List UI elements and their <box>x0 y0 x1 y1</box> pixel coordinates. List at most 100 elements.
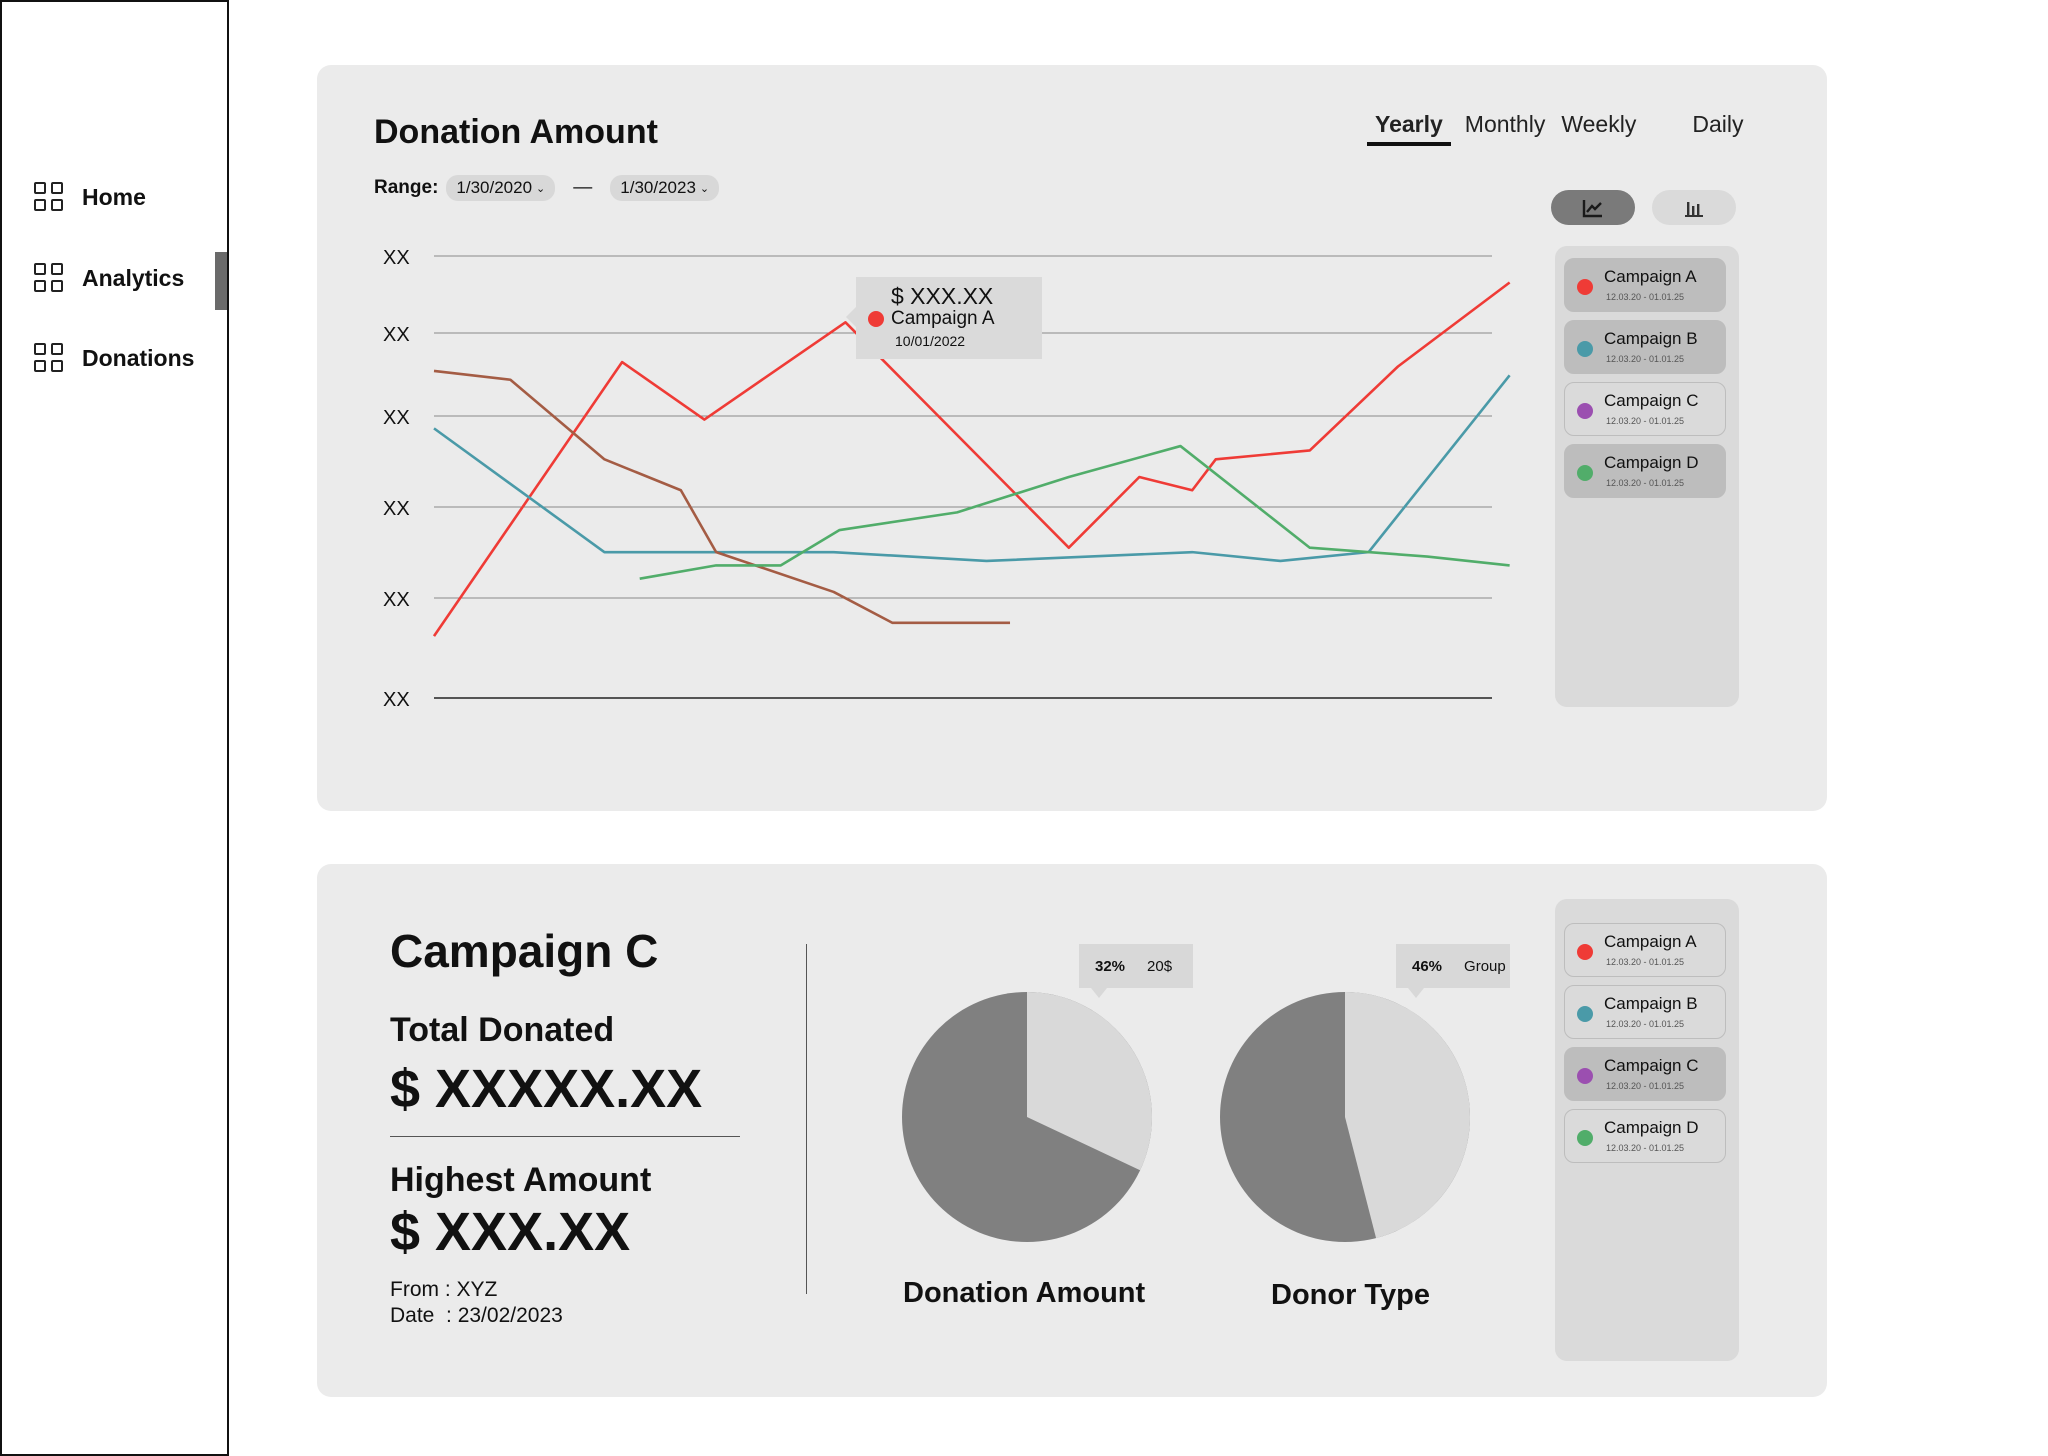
legend-item-dates: 12.03.20 - 01.01.25 <box>1606 1019 1685 1029</box>
campaign-color-dot <box>1577 341 1593 357</box>
tooltip-date: 10/01/2022 <box>895 333 966 349</box>
tab-weekly[interactable]: Weekly <box>1561 111 1637 137</box>
pie-tooltip-text: Group <box>1464 957 1506 975</box>
range-label: Range: <box>374 177 439 198</box>
campaign-color-dot <box>1577 1006 1593 1022</box>
total-donated-value: $ XXXXX.XX <box>390 1059 703 1119</box>
line-chart-icon <box>1582 199 1602 217</box>
pie-tooltip-donation-amount: 32% 20$ <box>1079 944 1193 998</box>
legend-item-campaign-d[interactable]: Campaign D 12.03.20 - 01.01.25 <box>1564 444 1726 498</box>
tab-yearly[interactable]: Yearly <box>1367 111 1451 146</box>
campaign-legend: Campaign A 12.03.20 - 01.01.25 Campaign … <box>1555 246 1739 707</box>
campaign-color-dot <box>1577 403 1593 419</box>
range-end-select[interactable]: 1/30/2023 ⌄ <box>610 175 720 201</box>
sidebar-item-label: Analytics <box>82 264 185 291</box>
y-tick-label: XX <box>383 498 410 520</box>
campaign-color-dot <box>1577 944 1593 960</box>
range-separator: — <box>573 177 593 198</box>
series-line-campaign-b[interactable] <box>433 374 1511 563</box>
pie-charts <box>902 992 1471 1242</box>
pie-tooltip-donor-type: 46% Group <box>1396 944 1510 998</box>
sidebar-item-label: Home <box>82 183 146 210</box>
highest-amount-value: $ XXX.XX <box>390 1202 631 1262</box>
tooltip-notch <box>1091 988 1107 998</box>
tab-monthly[interactable]: Monthly <box>1464 111 1546 137</box>
vertical-divider <box>806 944 807 1294</box>
line-chart: XX XX XX XX XX XX <box>383 247 1511 711</box>
campaign-color-dot <box>1577 1130 1593 1146</box>
sidebar-item-label: Donations <box>82 344 195 371</box>
chevron-down-icon: ⌄ <box>699 182 710 195</box>
legend-item-dates: 12.03.20 - 01.01.25 <box>1606 1081 1685 1091</box>
pie-tooltip-percent: 46% <box>1412 957 1443 975</box>
range-end-value: 1/30/2023 <box>620 178 696 197</box>
chevron-down-icon: ⌄ <box>536 182 546 195</box>
legend-item-name: Campaign D <box>1604 453 1699 472</box>
bar-view-button[interactable] <box>1652 190 1736 225</box>
date-range: Range: 1/30/2020 ⌄ — 1/30/2023 ⌄ <box>374 175 720 201</box>
campaign-legend: Campaign A 12.03.20 - 01.01.25 Campaign … <box>1555 899 1739 1361</box>
campaign-color-dot <box>1577 279 1593 295</box>
donation-chart-panel: Donation Amount Range: 1/30/2020 ⌄ — 1/3… <box>317 65 1827 811</box>
legend-item-dates: 12.03.20 - 01.01.25 <box>1606 1143 1685 1153</box>
series-line-campaign-c[interactable] <box>433 369 1011 625</box>
tooltip-notch <box>846 307 856 327</box>
legend-item-dates: 12.03.20 - 01.01.25 <box>1606 478 1685 488</box>
pie-highlight-slice[interactable] <box>1027 992 1152 1171</box>
legend-item-campaign-c[interactable]: Campaign C 12.03.20 - 01.01.25 <box>1564 1047 1726 1101</box>
chart-tooltip: $ XXX.XX Campaign A 10/01/2022 <box>846 277 1042 359</box>
legend-item-campaign-c[interactable]: Campaign C 12.03.20 - 01.01.25 <box>1564 382 1726 436</box>
y-tick-label: XX <box>383 407 410 429</box>
tooltip-campaign: Campaign A <box>891 308 995 329</box>
y-tick-label: XX <box>383 324 410 346</box>
active-indicator <box>215 252 227 310</box>
series-line-campaign-a[interactable] <box>432 281 1511 637</box>
legend-item-name: Campaign B <box>1604 329 1698 348</box>
campaign-color-dot <box>1577 465 1593 481</box>
period-tabs: Yearly Monthly Weekly Daily <box>1367 111 1751 146</box>
highest-date: Date : 23/02/2023 <box>390 1304 563 1327</box>
pie-highlight-slice[interactable] <box>1345 992 1471 1239</box>
grid-icon <box>34 343 64 373</box>
tooltip-campaign-dot <box>868 311 884 327</box>
campaign-color-dot <box>1577 1068 1593 1084</box>
line-view-button[interactable] <box>1551 190 1635 225</box>
pie-tooltip-percent: 32% <box>1095 957 1126 975</box>
pie-label-donation-amount: Donation Amount <box>903 1277 1146 1309</box>
legend-item-campaign-b[interactable]: Campaign B 12.03.20 - 01.01.25 <box>1564 320 1726 374</box>
range-start-value: 1/30/2020 <box>456 178 533 197</box>
sidebar-item-home[interactable]: Home <box>34 182 146 212</box>
legend-item-campaign-a[interactable]: Campaign A 12.03.20 - 01.01.25 <box>1564 258 1726 312</box>
legend-item-name: Campaign C <box>1604 391 1699 410</box>
bar-chart-icon <box>1685 201 1703 217</box>
legend-item-dates: 12.03.20 - 01.01.25 <box>1606 292 1685 302</box>
legend-item-name: Campaign C <box>1604 1056 1699 1075</box>
highest-from: From : XYZ <box>390 1278 498 1301</box>
pie-label-donor-type: Donor Type <box>1271 1279 1430 1311</box>
legend-item-campaign-a[interactable]: Campaign A 12.03.20 - 01.01.25 <box>1564 923 1726 977</box>
total-donated-label: Total Donated <box>390 1011 615 1049</box>
sidebar-item-donations[interactable]: Donations <box>34 343 194 373</box>
tooltip-amount: $ XXX.XX <box>891 283 994 309</box>
legend-item-dates: 12.03.20 - 01.01.25 <box>1606 354 1685 364</box>
campaign-title: Campaign C <box>390 925 659 977</box>
tab-daily[interactable]: Daily <box>1692 111 1744 137</box>
series-line-campaign-d[interactable] <box>639 444 1510 580</box>
range-start-select[interactable]: 1/30/2020 ⌄ <box>446 175 556 201</box>
legend-item-campaign-b[interactable]: Campaign B 12.03.20 - 01.01.25 <box>1564 985 1726 1039</box>
grid-icon <box>34 182 64 212</box>
legend-item-campaign-d[interactable]: Campaign D 12.03.20 - 01.01.25 <box>1564 1109 1726 1163</box>
campaign-detail-panel: Campaign C Total Donated $ XXXXX.XX High… <box>317 864 1827 1397</box>
sidebar: Home Analytics Donations <box>0 0 229 1456</box>
grid-icon <box>34 263 64 293</box>
legend-item-name: Campaign A <box>1604 267 1697 286</box>
pie-tooltip-text: 20$ <box>1147 957 1173 975</box>
legend-item-name: Campaign D <box>1604 1118 1699 1137</box>
legend-item-dates: 12.03.20 - 01.01.25 <box>1606 416 1685 426</box>
y-tick-label: XX <box>383 247 410 269</box>
sidebar-item-analytics[interactable]: Analytics <box>34 263 184 293</box>
y-tick-label: XX <box>383 589 410 611</box>
divider <box>390 1136 740 1137</box>
legend-item-name: Campaign B <box>1604 994 1698 1013</box>
chart-title: Donation Amount <box>374 113 658 151</box>
